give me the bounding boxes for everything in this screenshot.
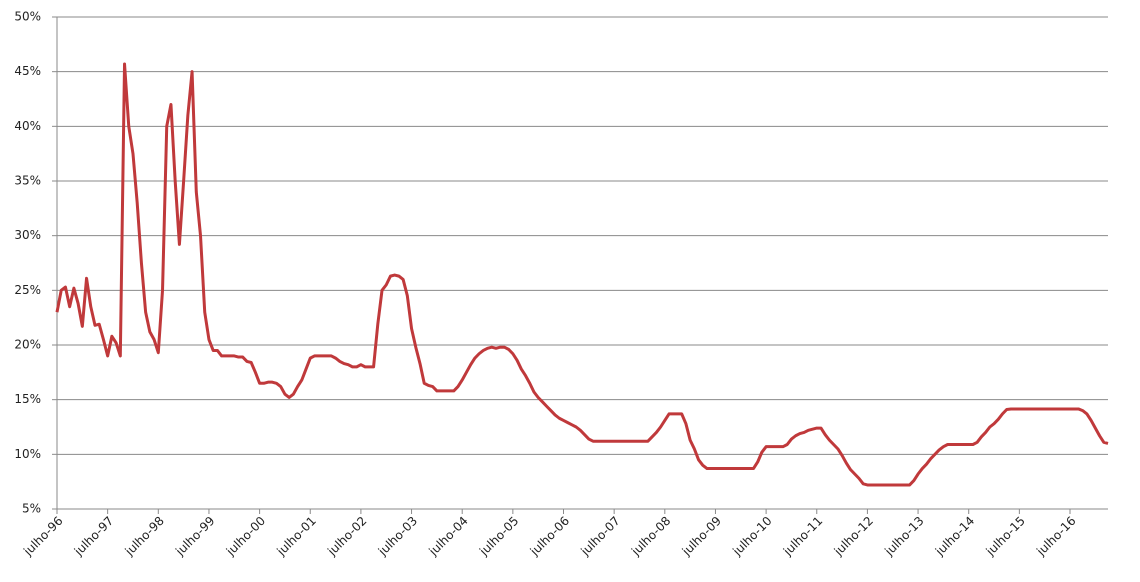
x-tick-label: julho-99: [172, 514, 217, 559]
y-tick-label: 35%: [14, 174, 41, 188]
y-tick-label: 20%: [14, 338, 41, 352]
x-tick-label: julho-02: [324, 514, 369, 559]
y-tick-label: 5%: [22, 502, 41, 516]
x-tick-label: julho-97: [71, 514, 116, 559]
x-tick-label: julho-08: [628, 514, 673, 559]
y-tick-label: 25%: [14, 283, 41, 297]
x-tick-label: julho-00: [223, 514, 268, 559]
x-tick-label: julho-01: [274, 514, 319, 559]
y-tick-label: 50%: [14, 10, 41, 24]
x-tick-label: julho-03: [375, 514, 420, 559]
y-tick-label: 10%: [14, 447, 41, 461]
x-tick-label: julho-04: [426, 514, 471, 559]
x-tick-label: julho-13: [881, 514, 926, 559]
x-tick-label: julho-06: [527, 514, 572, 559]
y-tick-label: 30%: [14, 228, 41, 242]
x-tick-label: julho-12: [831, 514, 876, 559]
x-tick-label: julho-07: [577, 514, 622, 559]
y-tick-label: 40%: [14, 119, 41, 133]
y-tick-label: 15%: [14, 392, 41, 406]
x-tick-label: julho-98: [122, 514, 167, 559]
y-tick-label: 45%: [14, 64, 41, 78]
x-tick-label: julho-96: [20, 514, 65, 559]
x-tick-label: julho-05: [476, 514, 521, 559]
x-tick-label: julho-15: [983, 514, 1028, 559]
line: [55, 62, 1109, 487]
x-tick-label: julho-10: [729, 514, 774, 559]
x-tick-label: julho-14: [932, 514, 977, 559]
x-tick-label: julho-16: [1033, 514, 1078, 559]
x-tick-label: julho-11: [780, 514, 825, 559]
x-tick-label: julho-09: [679, 514, 724, 559]
